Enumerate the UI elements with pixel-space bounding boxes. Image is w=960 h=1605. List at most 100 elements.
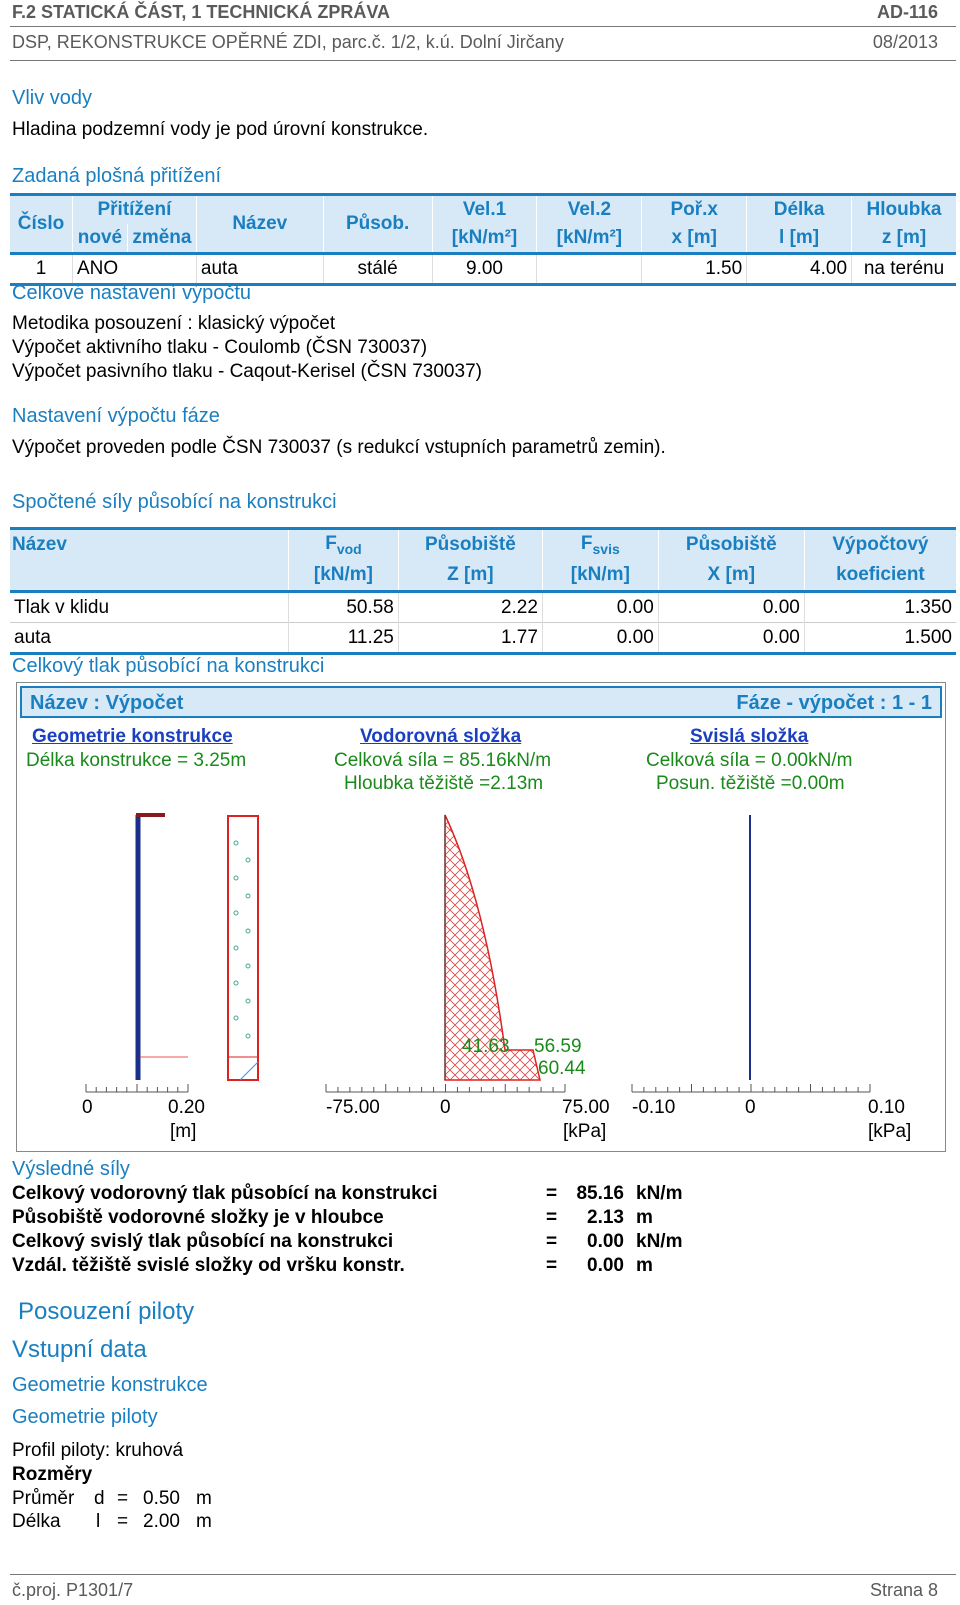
doc-subtitle: DSP, REKONSTRUKCE OPĚRNÉ ZDI, parc.č. 1/… — [12, 32, 564, 52]
horizontal-link[interactable]: Vodorovná složka — [360, 726, 522, 747]
result-label: Celkový vodorovný tlak působící na konst… — [12, 1183, 438, 1204]
cell-pz: 1.77 — [397, 622, 543, 654]
result-value: 0.00 — [587, 1255, 624, 1276]
col-fvod-unit: [kN/m] — [288, 560, 399, 592]
vertical-shift: Posun. těžiště =0.00m — [656, 773, 845, 794]
cell-fvod: 11.25 — [288, 622, 399, 654]
axis2-max: 75.00 — [562, 1097, 610, 1118]
pile-heading: Posouzení piloty — [18, 1298, 195, 1325]
fvod-symbol: F — [325, 533, 337, 555]
doc-date: 08/2013 — [872, 32, 938, 52]
result-label: Vzdál. těžiště svislé složky od vršku ko… — [12, 1255, 405, 1276]
result-unit: m — [636, 1207, 653, 1228]
horizontal-force: Celková síla = 85.16kN/m — [334, 750, 552, 771]
col-pusobiste-z: Působiště — [397, 528, 543, 560]
result-unit: kN/m — [636, 1183, 683, 1204]
result-unit: m — [636, 1255, 653, 1276]
result-eq: = — [546, 1183, 558, 1204]
cell-fsvis: 0.00 — [541, 591, 659, 623]
vertical-link[interactable]: Svislá složka — [690, 726, 809, 747]
result-value: 85.16 — [576, 1183, 624, 1204]
geometry-link[interactable]: Geometrie konstrukce — [32, 726, 233, 747]
col-px-unit: X [m] — [657, 560, 805, 592]
water-heading: Vliv vody — [12, 87, 93, 109]
project-number: č.proj. P1301/7 — [12, 1580, 134, 1600]
length-eq: = — [117, 1511, 129, 1532]
diameter-unit: m — [196, 1488, 212, 1509]
water-text: Hladina podzemní vody je pod úrovní kons… — [12, 119, 429, 140]
length-symbol: l — [96, 1511, 101, 1532]
col-delka-unit: l [m] — [746, 224, 852, 254]
col-fsvis: Fsvis — [541, 528, 659, 560]
col-nazev: Název — [195, 194, 324, 254]
cell-nazev: Tlak v klidu — [14, 596, 110, 618]
fsvis-symbol: F — [580, 533, 593, 555]
cell-pz: 2.22 — [397, 591, 543, 623]
col-fvod: Fvod — [288, 528, 399, 560]
cell-pusob: stálé — [322, 253, 433, 285]
cell-nazev: auta — [14, 626, 51, 648]
fvod-subscript: vod — [336, 540, 362, 557]
calc-line-3: Výpočet pasivního tlaku - Caqout-Kerisel… — [12, 361, 482, 382]
col-hloubka: Hloubka — [851, 194, 956, 224]
table-row: 1 ANO auta stálé 9.00 1.50 4.00 na terén… — [10, 253, 956, 285]
calc-line-2: Výpočet aktivního tlaku - Coulomb (ČSN 7… — [12, 337, 428, 358]
header-rule-2 — [10, 60, 956, 61]
table-row: Tlak v klidu 50.58 2.22 0.00 0.00 1.350 — [10, 591, 956, 623]
cell-fvod: 50.58 — [288, 591, 399, 623]
pile-profile: Profil piloty: kruhová — [12, 1440, 184, 1461]
axis2-unit: [kPa] — [563, 1121, 607, 1142]
col-koef-unit: koeficient — [803, 560, 956, 592]
forces-heading: Spočtené síly působící na konstrukci — [12, 491, 337, 513]
diameter-label: Průměr — [12, 1488, 75, 1509]
fsvis-subscript: svis — [592, 540, 620, 557]
axis1-unit: [m] — [170, 1121, 197, 1142]
doc-code: AD-116 — [876, 2, 938, 22]
diameter-symbol: d — [94, 1488, 105, 1509]
cell-porx: 1.50 — [641, 253, 747, 285]
diameter-value: 0.50 — [143, 1488, 180, 1509]
phase-text: Výpočet proveden podle ČSN 730037 (s red… — [12, 437, 666, 458]
geometry-heading: Geometrie konstrukce — [12, 1374, 208, 1396]
result-label: Celkový svislý tlak působící na konstruk… — [12, 1231, 394, 1252]
surcharge-heading: Zadaná plošná přitížení — [12, 165, 222, 187]
result-eq: = — [546, 1231, 558, 1252]
graphic-title-bar: Název : Výpočet Fáze - výpočet : 1 - 1 — [20, 686, 942, 718]
col-pritizeni: Přitížení — [71, 194, 197, 224]
col-pusobiste-x: Působiště — [657, 528, 805, 560]
dims-heading: Rozměry — [12, 1464, 93, 1485]
result-label: Působiště vodorovné složky je v hloubce — [12, 1207, 384, 1228]
cell-koef: 1.350 — [803, 591, 956, 623]
col-zmena: změna — [126, 224, 197, 254]
col-pz-unit: Z [m] — [397, 560, 543, 592]
phase-heading: Nastavení výpočtu fáze — [12, 405, 220, 427]
cell-cislo: 1 — [35, 258, 47, 279]
axis3-unit: [kPa] — [868, 1121, 912, 1142]
col-nove: nové — [71, 224, 128, 254]
result-unit: kN/m — [636, 1231, 683, 1252]
label-41: 41.63 — [462, 1036, 510, 1057]
graphic-title-right: Fáze - výpočet : 1 - 1 — [736, 692, 932, 714]
results-heading: Výsledné síly — [12, 1158, 130, 1180]
header-rule — [10, 26, 956, 27]
col-nazev: Název — [10, 528, 289, 560]
result-eq: = — [546, 1255, 558, 1276]
col-vel2-unit: [kN/m²] — [536, 224, 642, 254]
cell-px: 0.00 — [657, 591, 805, 623]
axis2-min: -75.00 — [326, 1097, 380, 1118]
cell-nazev: auta — [195, 253, 324, 285]
col-hloubka-unit: z [m] — [851, 224, 956, 254]
axis1-max: 0.20 — [168, 1097, 205, 1118]
result-value: 2.13 — [587, 1207, 624, 1228]
horizontal-depth: Hloubka těžiště =2.13m — [344, 773, 544, 794]
col-cislo: Číslo — [10, 194, 73, 254]
graphic-panel — [16, 682, 946, 1152]
graphic-title-left: Název : Výpočet — [30, 692, 184, 714]
col-fsvis-unit: [kN/m] — [541, 560, 659, 592]
axis3-zero: 0 — [745, 1097, 756, 1118]
cell-vel1: 9.00 — [431, 253, 537, 285]
length-unit: m — [196, 1511, 212, 1532]
result-value: 0.00 — [587, 1231, 624, 1252]
cell-px: 0.00 — [657, 622, 805, 654]
